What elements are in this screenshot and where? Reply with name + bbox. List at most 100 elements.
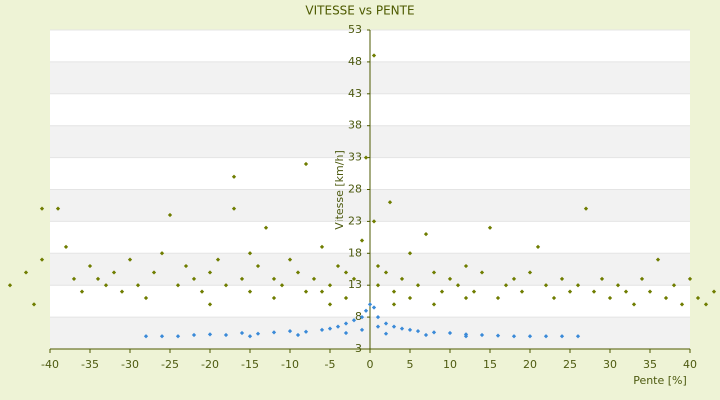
point <box>471 289 477 294</box>
point <box>335 324 341 329</box>
point <box>559 276 565 281</box>
point <box>351 276 357 281</box>
point <box>575 334 581 339</box>
point <box>319 244 325 250</box>
point <box>407 251 413 256</box>
y-tick-label: 13 <box>348 278 362 291</box>
x-tick-label: 20 <box>523 358 537 371</box>
point <box>615 283 621 288</box>
point <box>343 330 349 336</box>
point <box>207 332 213 337</box>
point <box>655 257 661 262</box>
point <box>363 308 369 313</box>
point <box>663 295 669 301</box>
point <box>271 295 277 301</box>
point <box>239 330 245 336</box>
chart-title: VITESSE vs PENTE <box>305 4 414 18</box>
point <box>463 295 469 301</box>
point <box>503 283 509 288</box>
point <box>399 276 405 281</box>
point <box>407 295 413 301</box>
point <box>575 283 581 288</box>
point <box>391 302 397 307</box>
x-tick-label: -30 <box>121 358 139 371</box>
point <box>287 329 293 334</box>
point <box>343 321 349 326</box>
point <box>327 326 333 331</box>
point <box>135 283 141 288</box>
x-tick-label: 35 <box>643 358 657 371</box>
point <box>375 283 381 288</box>
point <box>567 289 573 294</box>
point <box>239 276 245 281</box>
point <box>327 283 333 288</box>
point <box>327 302 333 307</box>
x-tick-label: 25 <box>563 358 577 371</box>
point <box>367 302 373 307</box>
point <box>199 289 205 294</box>
point <box>295 332 301 338</box>
point <box>431 330 437 335</box>
y-tick-label: 33 <box>348 151 362 164</box>
point <box>463 334 469 339</box>
x-tick-label: -10 <box>281 358 299 371</box>
point <box>359 327 365 332</box>
x-tick-label: -15 <box>241 358 259 371</box>
point <box>303 289 309 294</box>
point <box>143 295 149 301</box>
point <box>439 289 445 294</box>
point <box>255 263 261 269</box>
point <box>271 276 277 281</box>
x-tick-label: -5 <box>325 358 336 371</box>
point <box>319 327 325 332</box>
x-tick-label: -35 <box>81 358 99 371</box>
point <box>303 161 309 167</box>
point <box>679 302 685 307</box>
x-tick-label: 40 <box>683 358 697 371</box>
point <box>151 270 157 275</box>
point <box>231 206 237 211</box>
point <box>407 327 413 332</box>
point <box>39 206 45 211</box>
point <box>495 333 501 338</box>
point <box>223 283 229 288</box>
point <box>639 276 645 281</box>
point <box>591 289 597 294</box>
point <box>415 283 421 288</box>
point <box>183 263 189 269</box>
point <box>63 244 69 250</box>
point <box>247 334 253 339</box>
point <box>255 331 261 336</box>
y-tick-label: 28 <box>348 183 362 196</box>
point <box>371 305 377 310</box>
point <box>7 283 13 288</box>
point <box>383 321 389 326</box>
point <box>247 289 253 294</box>
x-tick-label: -25 <box>161 358 179 371</box>
point <box>543 334 549 339</box>
point <box>551 295 557 301</box>
x-tick-label: -20 <box>201 358 219 371</box>
point <box>711 289 717 294</box>
y-tick-label: 48 <box>348 55 362 68</box>
point <box>287 257 293 262</box>
point <box>527 270 533 275</box>
point <box>311 276 317 281</box>
point <box>599 276 605 281</box>
point <box>495 295 501 301</box>
point <box>519 289 525 294</box>
point <box>431 270 437 275</box>
point <box>431 302 437 307</box>
point <box>447 276 453 281</box>
x-axis-title: Pente [%] <box>633 374 687 387</box>
point <box>647 289 653 294</box>
point <box>511 276 517 281</box>
point <box>383 270 389 275</box>
point <box>479 270 485 275</box>
y-tick-label: 8 <box>355 310 362 323</box>
x-tick-label: 0 <box>367 358 374 371</box>
y-tick-label: 23 <box>348 214 362 227</box>
point <box>359 314 365 320</box>
point <box>175 283 181 288</box>
